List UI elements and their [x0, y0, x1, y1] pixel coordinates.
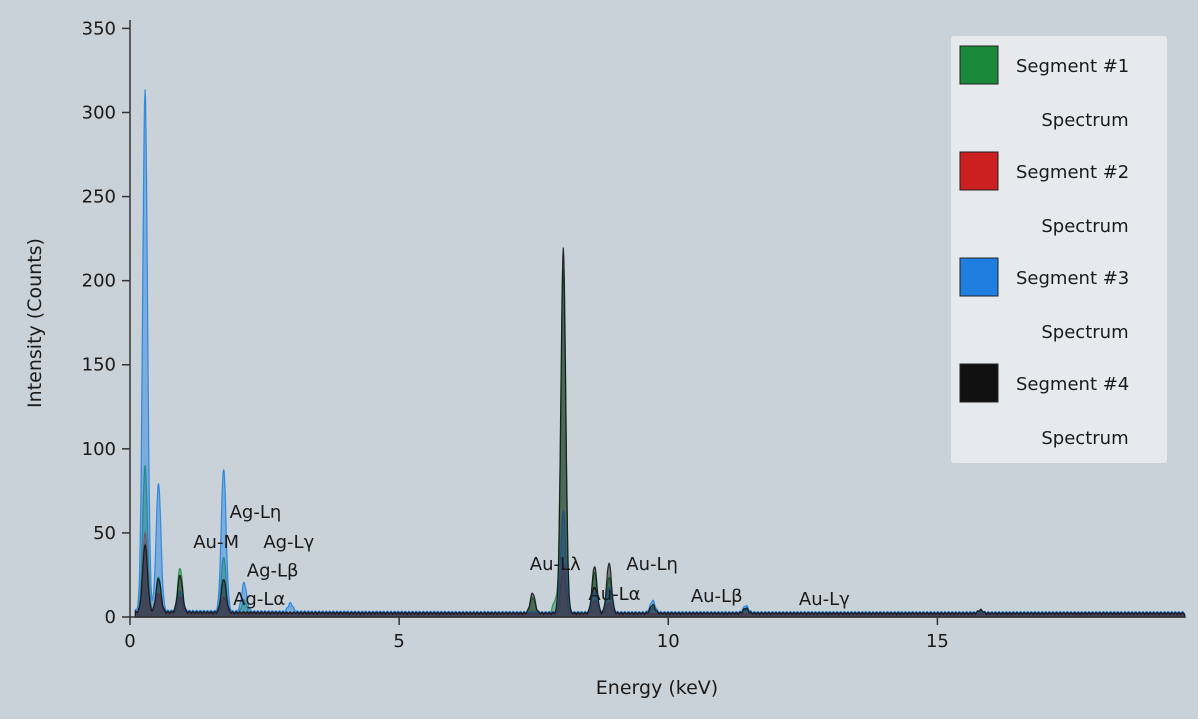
peak-label: Au-Lβ — [691, 586, 743, 607]
y-tick-label: 350 — [82, 18, 116, 39]
y-axis-title: Intensity (Counts) — [24, 238, 46, 408]
legend-sublabel-2: Spectrum — [1041, 216, 1128, 237]
legend-sublabel-1: Spectrum — [1041, 110, 1128, 131]
y-tick-label: 50 — [93, 523, 116, 544]
y-tick-label: 300 — [82, 102, 116, 123]
series-layer — [134, 89, 1186, 618]
peak-label: Au-M — [193, 532, 239, 553]
legend: Segment #1 Spectrum Segment #2 Spectrum Segm… — [951, 36, 1167, 463]
legend-swatch-3 — [959, 257, 999, 297]
legend-label-4: Segment #4 — [1016, 374, 1129, 395]
peak-label: Au-Lλ — [530, 554, 581, 575]
y-tick-label: 250 — [82, 187, 116, 208]
peak-label: Ag-Lβ — [247, 561, 299, 582]
x-tick-label: 10 — [657, 631, 680, 652]
y-tick-label: 150 — [82, 355, 116, 376]
series-3-area — [134, 89, 1186, 618]
y-tick-label: 200 — [82, 271, 116, 292]
legend-swatch-1 — [959, 45, 999, 85]
legend-sublabel-4: Spectrum — [1041, 428, 1128, 449]
x-tick-label: 15 — [926, 631, 949, 652]
peak-label: Au-Lη — [626, 554, 678, 575]
y-tick-label: 100 — [82, 439, 116, 460]
peak-label: Au-Lγ — [799, 589, 850, 610]
legend-label-3: Segment #3 — [1016, 268, 1129, 289]
peak-label: Ag-Lη — [230, 502, 282, 523]
x-tick-label: 0 — [124, 631, 135, 652]
series-4-area — [134, 247, 1186, 618]
x-axis-title: Energy (keV) — [596, 677, 718, 699]
peak-labels-layer: Ag-Lη Au-M Ag-Lγ Ag-Lβ Ag-Lα Au-Lλ Au-Lη Au-Lα A… — [193, 502, 850, 610]
peak-label: Au-Lα — [588, 584, 640, 605]
peak-label: Ag-Lγ — [263, 532, 314, 553]
y-tick-label: 0 — [105, 607, 116, 628]
legend-label-2: Segment #2 — [1016, 162, 1129, 183]
legend-swatch-4 — [959, 363, 999, 403]
axes-layer: 0 50 100 150 200 250 300 350 0 5 10 15 — [82, 18, 1185, 652]
x-tick-label: 5 — [393, 631, 404, 652]
legend-sublabel-3: Spectrum — [1041, 322, 1128, 343]
legend-swatch-2 — [959, 151, 999, 191]
legend-label-1: Segment #1 — [1016, 56, 1129, 77]
legend-box — [951, 36, 1167, 463]
peak-label: Ag-Lα — [233, 589, 285, 610]
